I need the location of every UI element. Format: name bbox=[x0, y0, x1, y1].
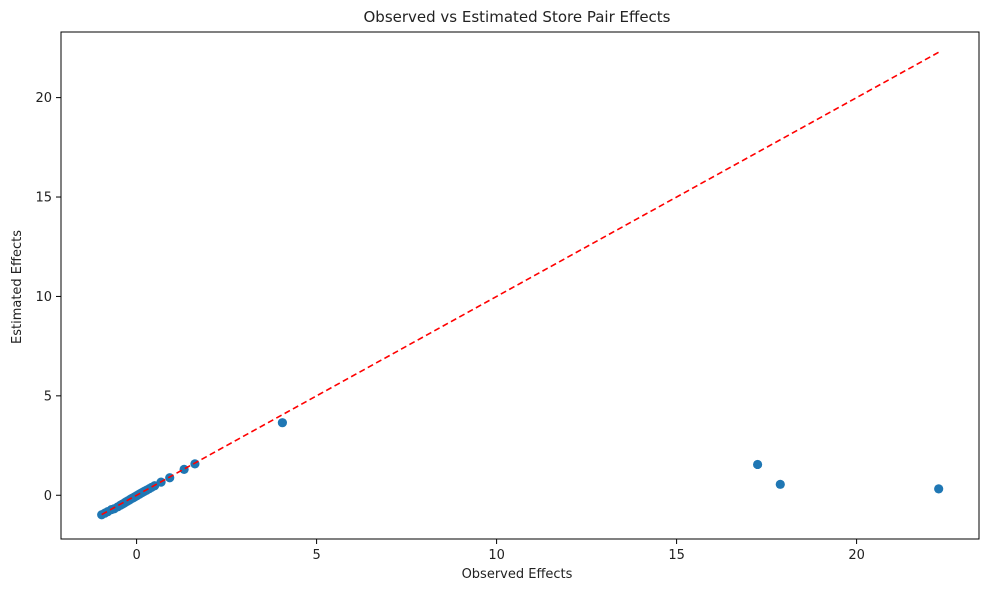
reference-line bbox=[101, 51, 940, 516]
y-axis-label: Estimated Effects bbox=[10, 230, 25, 344]
y-tick-label: 20 bbox=[35, 91, 52, 106]
x-tick-label: 10 bbox=[488, 548, 505, 563]
x-tick-label: 20 bbox=[848, 548, 865, 563]
y-tick-label: 10 bbox=[35, 290, 52, 305]
x-axis-label: Observed Effects bbox=[462, 567, 573, 582]
data-point bbox=[775, 479, 785, 489]
x-tick-label: 0 bbox=[132, 548, 140, 563]
data-point bbox=[179, 464, 189, 475]
x-tick-label: 15 bbox=[668, 548, 685, 563]
axes: 0 5 10 15 20 0 5 10 15 20 bbox=[35, 31, 980, 563]
plot-area bbox=[97, 51, 944, 520]
y-tick-label: 15 bbox=[35, 191, 52, 206]
data-point bbox=[753, 459, 763, 470]
data-point bbox=[934, 484, 944, 494]
data-point bbox=[277, 418, 287, 428]
axes-frame bbox=[60, 31, 980, 540]
y-tick-label: 0 bbox=[44, 489, 52, 504]
chart-title: Observed vs Estimated Store Pair Effects bbox=[363, 8, 670, 26]
y-tick-label: 5 bbox=[44, 389, 52, 404]
x-tick-label: 5 bbox=[312, 548, 320, 563]
